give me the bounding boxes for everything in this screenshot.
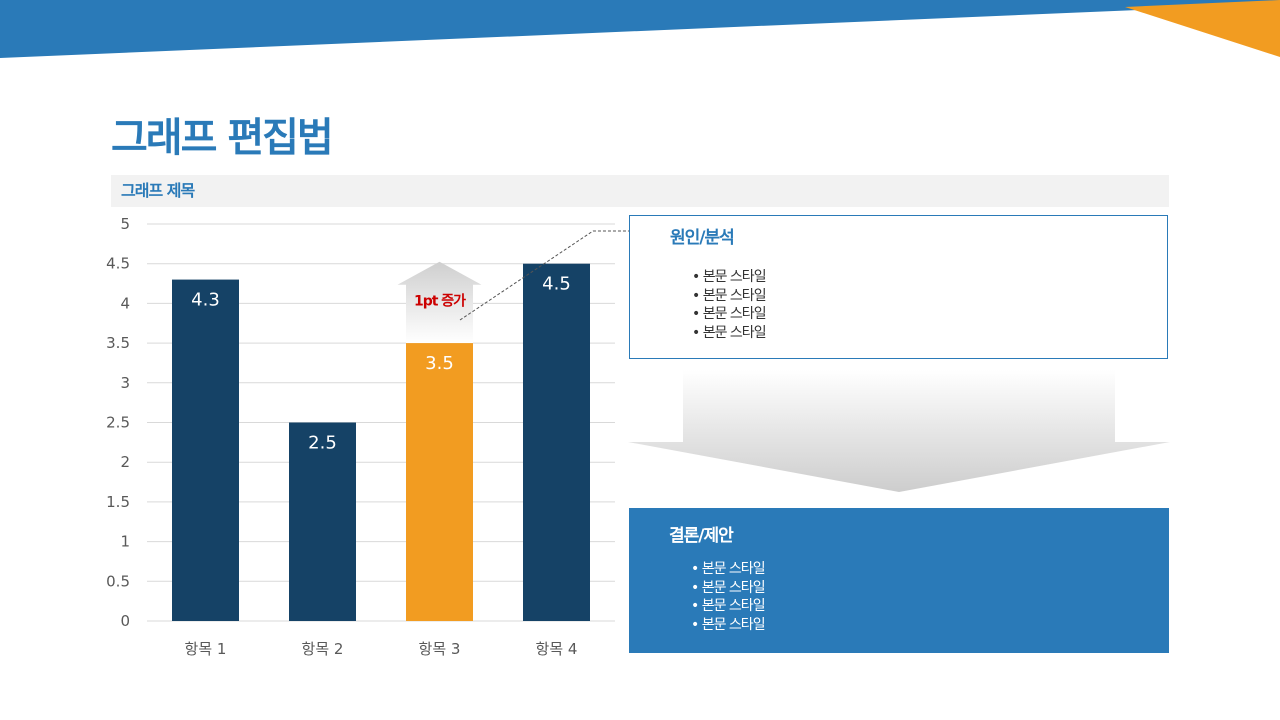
y-tick-label: 1 [120,533,130,551]
y-tick-label: 3 [120,374,130,392]
result-item: 본문 스타일 [691,616,766,635]
y-tick-label: 0 [120,612,130,630]
data-label: 4.5 [542,274,571,295]
x-tick-label: 항목 2 [302,640,344,658]
bar [406,343,473,621]
bar [523,263,590,621]
y-tick-label: 3.5 [106,334,130,352]
result-panel: 결론/제안 본문 스타일 본문 스타일 본문 스타일 본문 스타일 [629,508,1169,653]
result-item: 본문 스타일 [691,597,766,616]
chart-title-bar: 그래프 제목 [111,175,1169,207]
top-band-shape [0,0,1280,58]
x-tick-label: 항목 4 [536,640,578,658]
cause-list: 본문 스타일 본문 스타일 본문 스타일 본문 스타일 [692,268,767,343]
connector-line [459,230,651,321]
y-tick-label: 4 [120,294,130,312]
down-arrow-shape [628,370,1170,492]
cause-item: 본문 스타일 [692,268,767,287]
y-tick-label: 0.5 [106,572,130,590]
result-heading: 결론/제안 [669,526,734,546]
x-tick-label: 항목 3 [419,640,461,658]
x-tick-label: 항목 1 [185,640,227,658]
chart-title: 그래프 제목 [121,181,195,200]
result-list: 본문 스타일 본문 스타일 본문 스타일 본문 스타일 [691,560,766,635]
cause-panel: 원인/분석 본문 스타일 본문 스타일 본문 스타일 본문 스타일 [629,215,1168,359]
bar [289,422,356,621]
bar [172,279,239,621]
top-accent-shape [1125,0,1280,57]
cause-item: 본문 스타일 [692,305,767,324]
y-tick-label: 2 [120,453,130,471]
result-item: 본문 스타일 [691,560,766,579]
y-tick-label: 4.5 [106,255,130,273]
cause-item: 본문 스타일 [692,287,767,306]
top-decoration [0,0,1280,58]
y-tick-label: 5 [120,215,130,233]
page-title: 그래프 편집법 [111,115,334,161]
increase-annotation-label: 1pt 증가 [414,294,466,310]
increase-arrow [397,261,482,344]
data-label: 4.3 [191,290,220,311]
cause-item: 본문 스타일 [692,324,767,343]
y-tick-label: 1.5 [106,493,130,511]
data-label: 2.5 [308,433,337,454]
y-tick-label: 2.5 [106,414,130,432]
cause-heading: 원인/분석 [670,228,735,248]
data-label: 3.5 [425,353,454,374]
result-item: 본문 스타일 [691,579,766,598]
